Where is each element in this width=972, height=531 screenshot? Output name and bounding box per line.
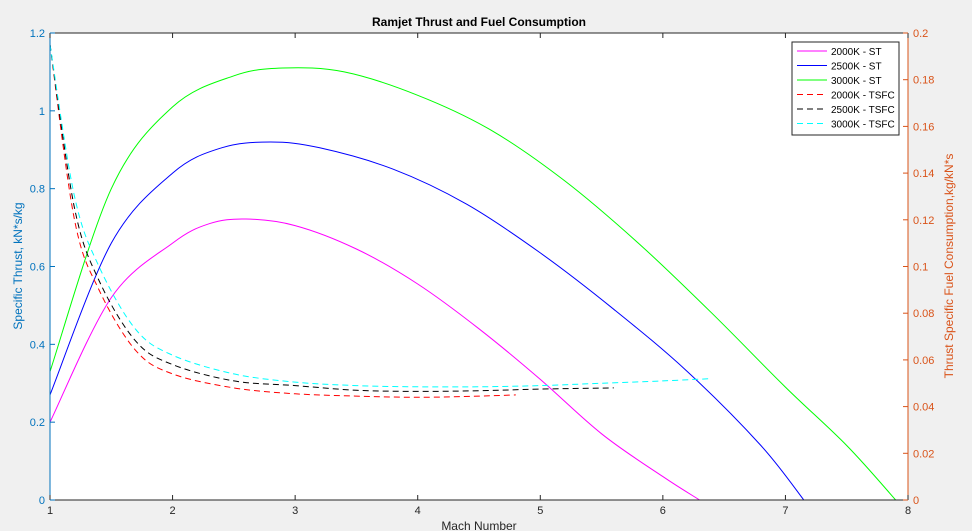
right-y-axis-ticks: 0 0.02 0.04 0.06 0.08 0.1 0.12 0.14 0.16 0.18 0.2 [903, 28, 934, 507]
legend-box [791, 41, 900, 136]
x-tick-label: 1 [47, 505, 53, 517]
left-y-tick-label: 1.2 [30, 28, 45, 40]
x-tick-label: 2 [170, 505, 176, 517]
right-y-tick-label: 0.06 [913, 355, 934, 367]
right-y-tick-label: 0.16 [913, 121, 934, 133]
right-y-tick-label: 0.12 [913, 215, 934, 227]
left-y-tick-label: 0 [39, 495, 45, 507]
legend-entry-label: 2000K - ST [831, 47, 882, 58]
legend-entry-label: 3000K - ST [831, 76, 882, 87]
right-y-tick-label: 0.02 [913, 448, 934, 460]
series-line-2000k-st [49, 218, 700, 501]
series-line-2000k-tsfc [49, 44, 516, 398]
x-axis-label: Mach Number [441, 519, 516, 531]
legend-entry-label: 2500K - TSFC [831, 105, 895, 116]
legend[interactable]: 2000K - ST 2500K - ST 3000K - ST 2000K - TS… [791, 41, 900, 136]
left-y-tick-label: 0.6 [30, 262, 45, 274]
left-y-axis-label: Specific Thrust, kN*s/kg [11, 202, 25, 329]
left-y-tick-label: 1 [39, 106, 45, 118]
left-y-tick-label: 0.2 [30, 417, 45, 429]
series-line-2500k-tsfc [49, 44, 614, 392]
plot-lines [49, 44, 897, 501]
x-tick-label: 4 [415, 505, 421, 517]
x-tick-label: 8 [905, 505, 911, 517]
right-y-tick-label: 0.04 [913, 402, 934, 414]
right-y-axis-label: Thrust Specific Fuel Consumption,kg/kN*s [942, 154, 956, 379]
left-y-axis-ticks: 0 0.2 0.4 0.6 0.8 1 1.2 [30, 28, 55, 507]
legend-entry-label: 3000K - TSFC [831, 120, 895, 131]
left-y-tick-label: 0.4 [30, 339, 45, 351]
right-y-tick-label: 0.14 [913, 168, 934, 180]
right-y-tick-label: 0 [913, 495, 919, 507]
x-tick-label: 5 [537, 505, 543, 517]
x-tick-label: 6 [660, 505, 666, 517]
legend-entry-label: 2500K - ST [831, 62, 882, 73]
right-y-tick-label: 0.08 [913, 308, 934, 320]
chart-title: Ramjet Thrust and Fuel Consumption [372, 15, 586, 29]
series-line-3000k-st [49, 67, 897, 501]
right-y-tick-label: 0.2 [913, 28, 928, 40]
axes-background [50, 33, 908, 500]
x-tick-label: 7 [782, 505, 788, 517]
left-y-tick-label: 0.8 [30, 184, 45, 196]
right-y-tick-label: 0.1 [913, 262, 928, 274]
right-y-tick-label: 0.18 [913, 75, 934, 87]
x-axis-ticks: 1 2 3 4 5 6 7 8 [47, 33, 911, 517]
x-tick-label: 3 [292, 505, 298, 517]
series-line-3000k-tsfc [49, 44, 712, 388]
series-line-2500k-st [49, 141, 805, 501]
legend-entry-label: 2000K - TSFC [831, 91, 895, 102]
